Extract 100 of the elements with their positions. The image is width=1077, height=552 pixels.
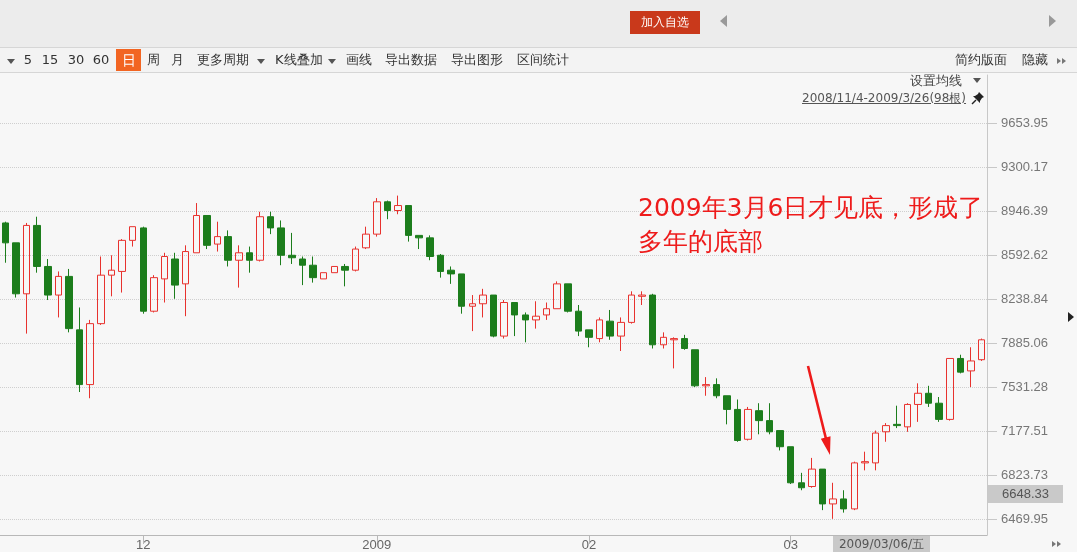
candlestick: [744, 406, 752, 442]
candlestick: [415, 234, 423, 250]
candlestick: [638, 290, 646, 306]
candlestick: [469, 294, 476, 332]
candlestick: [33, 216, 41, 274]
candlestick: [723, 395, 731, 425]
candlestick: [511, 302, 518, 337]
candlestick: [129, 226, 136, 248]
candlestick: [713, 377, 720, 399]
candlestick: [426, 234, 434, 261]
candlestick: [108, 254, 115, 297]
candlestick: [734, 398, 741, 443]
candlestick: [193, 202, 200, 254]
candlestick: [935, 396, 943, 423]
candlestick: [606, 309, 614, 341]
y-tick-label: 7885.06: [1001, 335, 1048, 351]
candlestick: [957, 354, 964, 374]
y-tick-label: 7531.28: [1001, 379, 1048, 395]
candlestick: [776, 430, 784, 451]
candlestick: [331, 265, 338, 274]
candlestick: [575, 304, 582, 337]
candlestick: [798, 472, 805, 491]
text: 隐藏: [1022, 52, 1048, 67]
candlestick: [893, 405, 901, 429]
annotation: 2008/11/4-2009/3/26(98根): [802, 91, 967, 105]
candlestick: [564, 283, 572, 313]
y-tick-label: 6469.95: [1001, 511, 1048, 527]
candlestick: [660, 331, 667, 350]
y-tick-label: 8592.62: [1001, 247, 1048, 263]
candlestick: [500, 299, 508, 340]
candlestick: [86, 319, 94, 399]
candlestick: [946, 357, 954, 422]
candlestick: [405, 205, 412, 243]
candlestick: [299, 256, 306, 286]
text: 6648.33: [988, 485, 1063, 503]
candlestick: [479, 288, 487, 318]
candlestick: [978, 338, 985, 362]
candlestick: [532, 300, 540, 330]
candlestick: [691, 349, 699, 388]
candlestick: [97, 256, 105, 326]
candlestick: [872, 430, 879, 471]
text: K线叠加: [275, 52, 323, 67]
candlestick: [925, 385, 932, 408]
text: 导出图形: [451, 52, 503, 67]
candlestick: [44, 258, 52, 301]
candlestick: [182, 244, 189, 317]
text: 导出数据: [385, 52, 437, 67]
y-tick-label: 7177.51: [1001, 423, 1048, 439]
candlestick: [543, 302, 550, 321]
candlestick: [904, 402, 911, 433]
candlestick: [341, 263, 349, 287]
candlestick: [840, 489, 847, 514]
y-tick-label: 6823.73: [1001, 467, 1048, 483]
candlestick: [320, 272, 327, 280]
candlestick: [288, 232, 296, 265]
candlestick: [309, 256, 317, 284]
candlestick: [967, 346, 975, 388]
candlestick: [882, 422, 890, 443]
candlestick: [65, 268, 73, 333]
candlestick: [256, 211, 264, 262]
candlestick: [766, 402, 773, 435]
text: 简约版面: [955, 52, 1007, 67]
candlestick: [819, 468, 826, 511]
candlestick: [755, 402, 763, 435]
candlestick: [617, 316, 625, 352]
candlestick: [670, 336, 678, 369]
candlestick: [2, 221, 9, 264]
candlestick: [861, 451, 869, 471]
candlestick: [829, 482, 837, 520]
annotation: 2009年3月6日才见底，形成了多年的底部: [638, 192, 985, 258]
candlestick: [649, 293, 656, 350]
y-tick-label: 9653.95: [1001, 115, 1048, 131]
text: 月: [170, 52, 184, 67]
candlestick: [702, 376, 710, 397]
candlestick: [203, 214, 211, 250]
candlestick: [352, 246, 359, 272]
candlestick: [394, 195, 402, 215]
candlestick: [490, 294, 497, 338]
candlestick: [267, 211, 274, 235]
candlestick: [362, 226, 370, 250]
candlestick: [628, 290, 635, 325]
candlestick: [373, 197, 381, 238]
candlestick: [447, 265, 455, 285]
candlestick: [55, 270, 62, 318]
candlestick: [118, 238, 126, 294]
candlestick: [277, 219, 285, 266]
x-tick-label: 03: [783, 537, 798, 552]
candlestick: [522, 311, 529, 343]
candlestick: [384, 200, 391, 220]
candlestick: [808, 457, 816, 489]
candlestick: [76, 306, 83, 393]
x-tick-label: 12: [136, 537, 151, 552]
text: 区间统计: [517, 52, 569, 67]
text: 更多周期: [197, 52, 249, 67]
x-tick-label: 2009: [362, 537, 392, 552]
text: 加入自选: [630, 11, 700, 34]
candlestick: [214, 221, 221, 253]
candlestick: [150, 274, 158, 313]
candlestick: [787, 446, 794, 485]
candlestick: [23, 222, 30, 335]
